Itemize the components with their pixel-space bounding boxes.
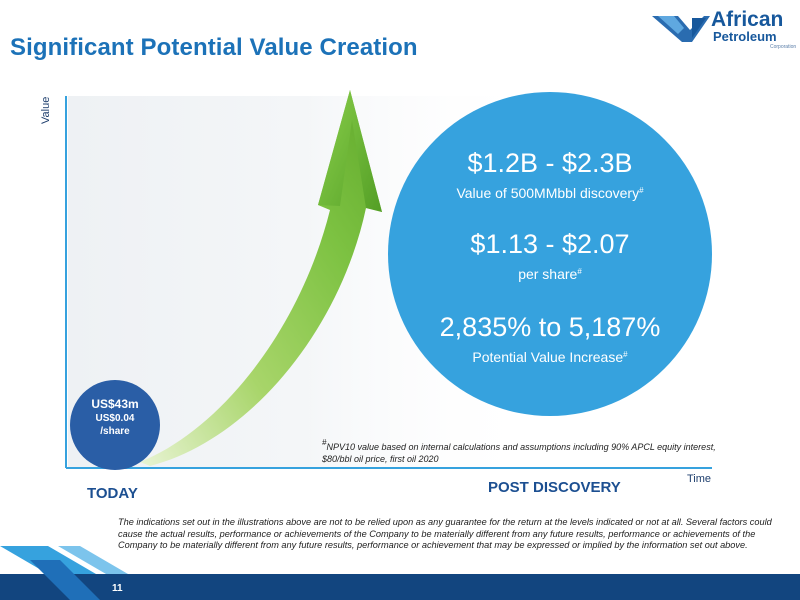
discovery-value-desc-text: Value of 500MMbbl discovery	[456, 185, 640, 201]
company-logo-icon	[652, 16, 710, 42]
footer-bar	[0, 574, 800, 600]
per-share-desc-text: per share	[518, 266, 578, 282]
slide-title: Significant Potential Value Creation	[10, 34, 418, 61]
growth-arrow-icon	[140, 90, 382, 466]
footnote-text: NPV10 value based on internal calculatio…	[322, 442, 716, 464]
x-axis-label: Time	[687, 473, 712, 485]
npv-footnote: #NPV10 value based on internal calculati…	[322, 437, 742, 465]
today-value: US$43m	[91, 397, 139, 411]
today-per-share: US$0.04	[95, 413, 135, 424]
footnote-marker: #	[322, 438, 327, 447]
increase-desc: Potential Value Increase#	[388, 347, 712, 365]
today-label: TODAY	[87, 485, 138, 502]
disclaimer-text: The indications set out in the illustrat…	[118, 517, 772, 550]
footnote-marker: #	[639, 186, 644, 195]
increase-range: 2,835% to 5,187%	[439, 312, 661, 342]
footnote-marker: #	[577, 267, 582, 276]
logo-text-corporation: Corporation	[770, 44, 797, 50]
per-share-desc: per share#	[388, 264, 712, 282]
increase-desc-text: Potential Value Increase	[472, 349, 624, 365]
post-discovery-value-circle: $1.2B - $2.3B Value of 500MMbbl discover…	[388, 92, 712, 416]
discovery-value-desc: Value of 500MMbbl discovery#	[388, 183, 712, 201]
logo-text-african: African	[711, 8, 784, 31]
today-value-circle: US$43m US$0.04 /share	[70, 380, 160, 470]
per-share-range: $1.13 - $2.07	[470, 229, 630, 259]
logo-text-petroleum: Petroleum	[713, 29, 777, 44]
post-discovery-label: POST DISCOVERY	[488, 479, 621, 496]
footnote-marker: #	[623, 350, 628, 359]
today-per-share-unit: /share	[100, 426, 130, 437]
discovery-value-range: $1.2B - $2.3B	[467, 148, 633, 178]
page-number: 11	[112, 583, 123, 594]
